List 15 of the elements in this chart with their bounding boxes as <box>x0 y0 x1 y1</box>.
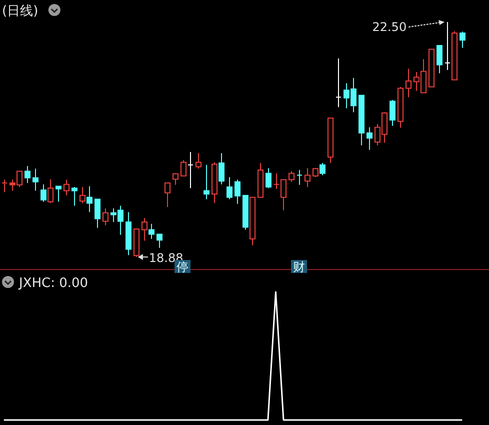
candlestick <box>188 151 193 189</box>
candlestick <box>218 152 224 185</box>
x-tick-label: 财 <box>293 260 306 274</box>
chart-title: JXHC: 0.00 <box>18 276 88 291</box>
candlestick <box>304 168 310 188</box>
annotation: 22.50 <box>372 20 407 34</box>
candlestick <box>64 179 70 196</box>
candlestick <box>2 179 7 193</box>
candlestick <box>336 58 341 108</box>
candlestick <box>126 212 132 256</box>
candlestick <box>288 170 294 182</box>
candlestick <box>234 179 240 204</box>
candlestick <box>86 186 92 213</box>
chart-title: (日线) <box>2 4 38 19</box>
candlestick <box>445 22 450 70</box>
